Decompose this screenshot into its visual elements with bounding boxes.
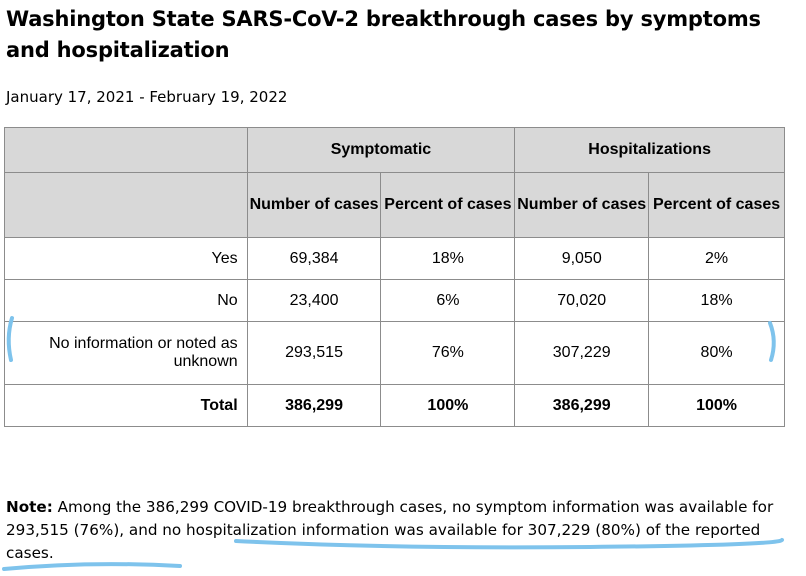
table-cell: 23,400 — [246, 279, 382, 322]
table-cell: 18% — [648, 279, 785, 322]
row-label: No — [4, 279, 248, 322]
column-header: Percent of cases — [648, 172, 785, 238]
row-label: Total — [4, 384, 248, 427]
table-cell: 100% — [648, 384, 785, 427]
table-cell: 80% — [648, 321, 785, 385]
table-cell: 6% — [380, 279, 516, 322]
table-cell: 293,515 — [246, 321, 382, 385]
table-row: No 23,400 6% 70,020 18% — [4, 279, 785, 322]
table-cell: 2% — [648, 237, 785, 280]
table-row: Yes 69,384 18% 9,050 2% — [4, 237, 785, 280]
footnote: Note: Among the 386,299 COVID-19 breakth… — [6, 496, 796, 565]
table-cell: 386,299 — [246, 384, 382, 427]
table-row: No information or noted as unknown 293,5… — [4, 321, 785, 385]
table-cell: 76% — [380, 321, 516, 385]
note-label: Note: — [6, 498, 53, 516]
table-cell: 69,384 — [246, 237, 382, 280]
group-header-symptomatic: Symptomatic — [246, 127, 516, 173]
row-label: Yes — [4, 237, 248, 280]
group-header-row: Symptomatic Hospitalizations — [4, 127, 785, 173]
table-cell: 307,229 — [514, 321, 650, 385]
column-header: Percent of cases — [380, 172, 516, 238]
breakthrough-cases-table: Symptomatic Hospitalizations Number of c… — [4, 127, 785, 427]
table-cell: 70,020 — [514, 279, 650, 322]
column-header: Number of cases — [514, 172, 650, 238]
table-cell: 18% — [380, 237, 516, 280]
note-text: Among the 386,299 COVID-19 breakthrough … — [6, 498, 774, 562]
table-row-total: Total 386,299 100% 386,299 100% — [4, 384, 785, 427]
table-cell: 386,299 — [514, 384, 650, 427]
date-range: January 17, 2021 - February 19, 2022 — [6, 88, 288, 106]
table-cell: 100% — [380, 384, 516, 427]
row-label: No information or noted as unknown — [4, 321, 248, 385]
corner-cell — [4, 127, 248, 173]
table-cell: 9,050 — [514, 237, 650, 280]
sub-header-row: Number of cases Percent of cases Number … — [4, 172, 785, 238]
corner-cell — [4, 172, 248, 238]
column-header: Number of cases — [246, 172, 382, 238]
chart-title: Washington State SARS-CoV-2 breakthrough… — [6, 7, 761, 62]
group-header-hospitalizations: Hospitalizations — [514, 127, 785, 173]
